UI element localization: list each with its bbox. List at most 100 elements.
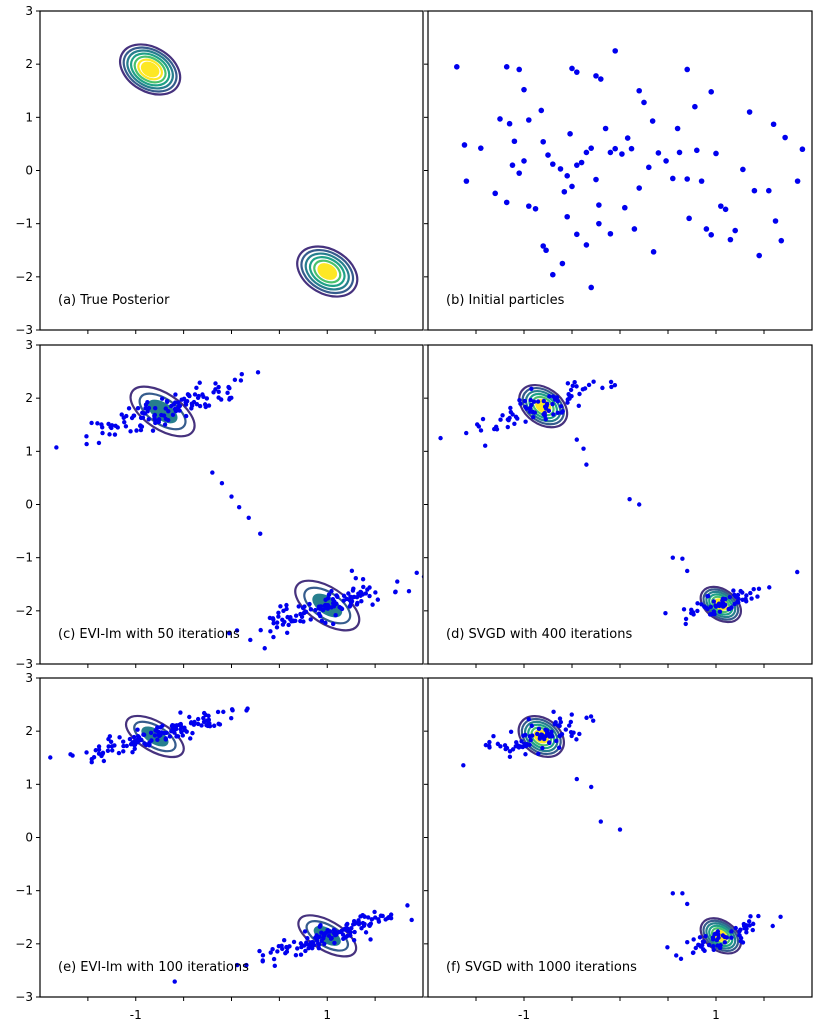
particle (772, 218, 779, 224)
particle (278, 604, 283, 609)
particle (126, 406, 132, 411)
y-tick-label: 1 (25, 777, 33, 791)
particle (201, 715, 206, 721)
particle (175, 734, 181, 739)
particle (134, 428, 139, 433)
particle (683, 621, 688, 627)
particle (178, 710, 183, 715)
y-tick-label: −3 (15, 990, 33, 1004)
particle (563, 727, 569, 732)
particle (478, 428, 484, 433)
contour-level (133, 55, 167, 84)
particle (622, 204, 628, 211)
particle (536, 751, 541, 757)
particle (216, 395, 221, 400)
particle (569, 183, 575, 190)
particle (270, 946, 275, 952)
particle (351, 937, 357, 943)
particle (267, 615, 273, 621)
particle (303, 948, 308, 954)
particle (136, 736, 141, 741)
particle (507, 754, 513, 760)
particle (119, 412, 124, 417)
particle (158, 725, 163, 730)
y-tick-label: 2 (25, 391, 33, 405)
particle (284, 949, 290, 954)
particle (716, 932, 721, 937)
particle (574, 437, 579, 442)
particle (213, 381, 218, 386)
particle (612, 382, 618, 388)
particle (325, 606, 330, 611)
particle (107, 432, 112, 437)
particle (210, 470, 215, 475)
particle (596, 220, 602, 227)
particle (216, 389, 221, 395)
particle (351, 594, 357, 600)
particle (576, 403, 581, 408)
particle (96, 751, 102, 756)
particle (356, 921, 362, 927)
particle (598, 76, 604, 82)
particle (122, 419, 127, 425)
particle (112, 432, 118, 437)
particle (735, 592, 741, 598)
particle (333, 612, 338, 618)
particle (191, 399, 197, 405)
particle (591, 379, 596, 384)
particle (550, 271, 556, 278)
y-tick-label: −3 (15, 323, 33, 337)
particle (299, 614, 305, 619)
particle (454, 64, 460, 70)
particle (156, 419, 161, 425)
particle (637, 502, 642, 507)
y-tick-label: 1 (25, 110, 33, 124)
particle (487, 739, 492, 745)
y-tick-label: 0 (25, 164, 33, 178)
particle (678, 956, 684, 962)
panel-a: 3 2 1 0 −1 −2 −3 (a) True Posterior (15, 4, 424, 337)
particle (732, 592, 737, 598)
particle (175, 405, 181, 410)
particle (192, 392, 198, 397)
particle (723, 602, 728, 608)
particle (190, 730, 195, 736)
panel-a-background (40, 11, 423, 330)
particle (346, 591, 351, 596)
particle (703, 226, 710, 232)
particle (438, 435, 443, 441)
particle (500, 413, 505, 418)
particle (608, 379, 614, 385)
particle (503, 64, 510, 70)
particle (365, 587, 370, 592)
particle (155, 737, 160, 742)
particle (123, 424, 129, 429)
particle (557, 716, 563, 721)
particle (229, 715, 234, 721)
particle (187, 714, 192, 720)
particle (738, 927, 743, 932)
particle (583, 242, 590, 248)
particle (358, 914, 363, 919)
particle (697, 935, 703, 940)
particle (512, 421, 517, 426)
particle (567, 723, 572, 728)
particle (152, 412, 158, 418)
particle (375, 597, 381, 602)
particle (535, 399, 541, 404)
particle (358, 589, 363, 595)
particle (332, 940, 337, 946)
particle (95, 421, 100, 426)
particle (593, 73, 599, 79)
contour-level (137, 58, 163, 81)
particle (727, 594, 733, 600)
particle (529, 723, 534, 729)
particle (515, 416, 520, 421)
particle (703, 605, 709, 610)
particle (325, 603, 331, 608)
particle (627, 496, 632, 502)
particle (330, 621, 336, 627)
particle (406, 589, 412, 594)
particle (505, 424, 510, 430)
